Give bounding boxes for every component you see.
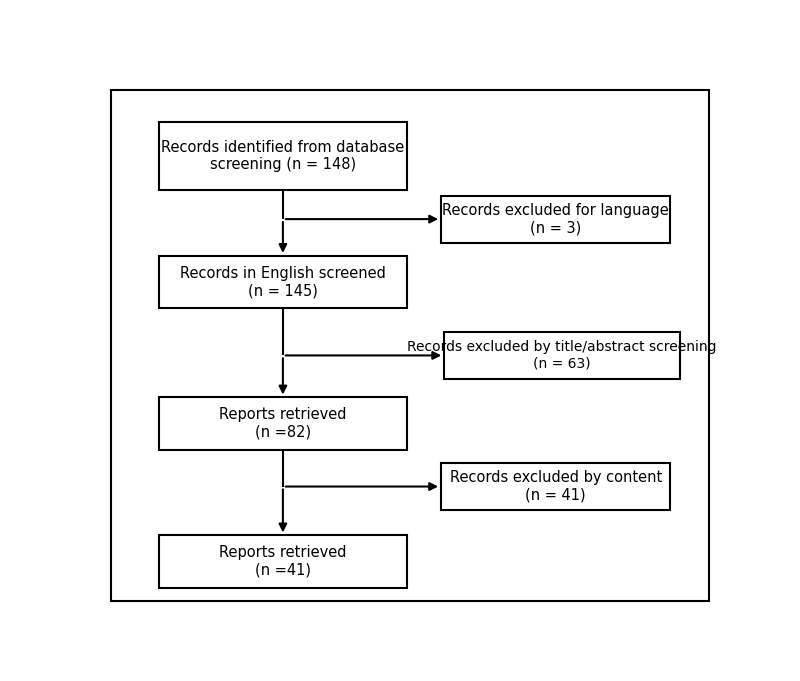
Bar: [159, 256, 407, 308]
Text: Reports retrieved
(n =41): Reports retrieved (n =41): [219, 545, 346, 577]
Bar: [441, 463, 670, 510]
Text: Records excluded for language
(n = 3): Records excluded for language (n = 3): [442, 203, 669, 236]
Bar: [159, 398, 407, 450]
Text: Records identified from database
screening (n = 148): Records identified from database screeni…: [162, 140, 405, 172]
Text: Records excluded by title/abstract screening
(n = 63): Records excluded by title/abstract scree…: [407, 340, 717, 370]
Bar: [159, 122, 407, 190]
Text: Records excluded by content
(n = 41): Records excluded by content (n = 41): [450, 471, 662, 503]
Bar: [159, 535, 407, 588]
Bar: [441, 195, 670, 242]
Text: Reports retrieved
(n =82): Reports retrieved (n =82): [219, 407, 346, 440]
Bar: [444, 332, 680, 379]
Text: Records in English screened
(n = 145): Records in English screened (n = 145): [180, 266, 386, 298]
